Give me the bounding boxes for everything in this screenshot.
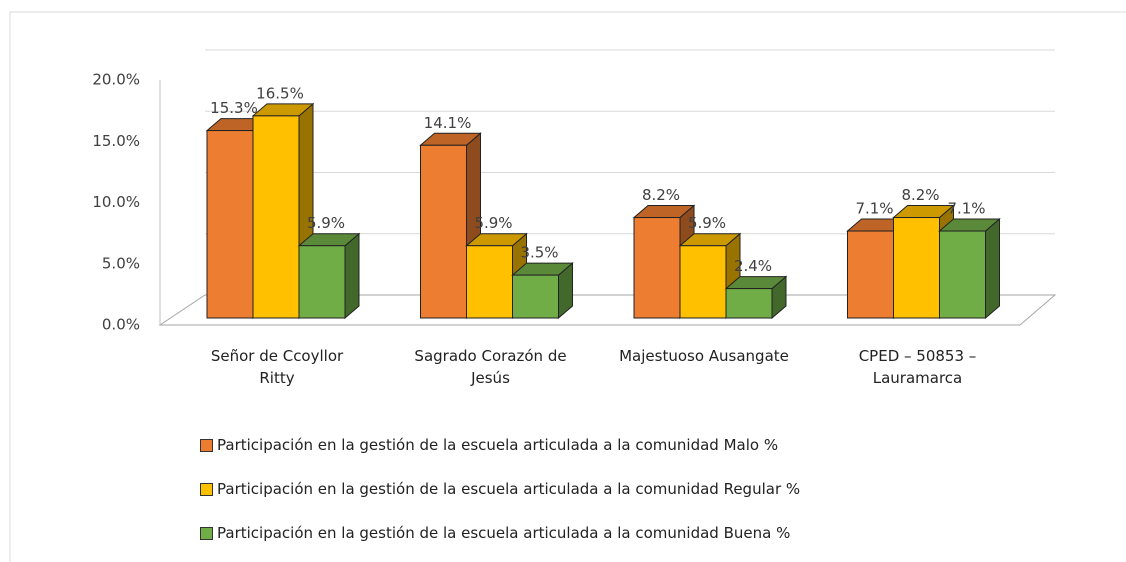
floor [158,294,1057,326]
x-tick-label: CPED – 50853 – Lauramarca [858,347,977,387]
bar-side [985,217,1000,320]
data-label: 7.1% [947,200,985,218]
bar [206,130,254,319]
bar [420,144,467,319]
bar [847,230,894,319]
x-tick-label: Majestuoso Ausangate [619,347,789,365]
bar [939,230,986,319]
legend-swatch [200,526,213,540]
data-label: 3.5% [520,244,558,262]
data-label: 5.9% [307,214,345,232]
legend-swatch [200,482,213,496]
x-tick-label: Sagrado Corazón de Jesús [414,347,567,387]
data-label: 5.9% [688,214,726,232]
chart-border [9,11,1126,562]
bar [679,245,727,319]
data-label: 5.9% [474,214,512,232]
y-tick-label: 0.0% [102,316,140,334]
legend-label: Participación en la gestión de la escuel… [217,480,801,498]
legend-item: Participación en la gestión de la escuel… [200,436,778,454]
bar [298,245,346,319]
bar [725,288,773,319]
bar [893,217,940,319]
y-tick-label: 20.0% [92,71,140,89]
y-tick-label: 5.0% [102,254,140,272]
data-label: 15.3% [210,99,258,117]
data-label: 8.2% [901,186,939,204]
data-label: 7.1% [855,200,893,218]
y-tick-label: 10.0% [92,193,140,211]
x-tick-label: Señor de Ccoyllor Ritty [210,347,344,387]
legend-item: Participación en la gestión de la escuel… [200,524,790,542]
data-label: 16.5% [256,84,304,102]
data-label: 14.1% [424,114,472,132]
bar [466,245,513,319]
bar [512,274,559,319]
legend-label: Participación en la gestión de la escuel… [217,524,791,542]
bar [252,115,300,319]
y-tick-label: 15.0% [92,132,140,150]
legend-item: Participación en la gestión de la escuel… [200,480,800,498]
bar-side [344,232,360,320]
bar [633,217,681,319]
legend-swatch [200,438,213,452]
data-label: 8.2% [642,186,680,204]
data-label: 2.4% [734,257,772,275]
legend-label: Participación en la gestión de la escuel… [217,436,779,454]
